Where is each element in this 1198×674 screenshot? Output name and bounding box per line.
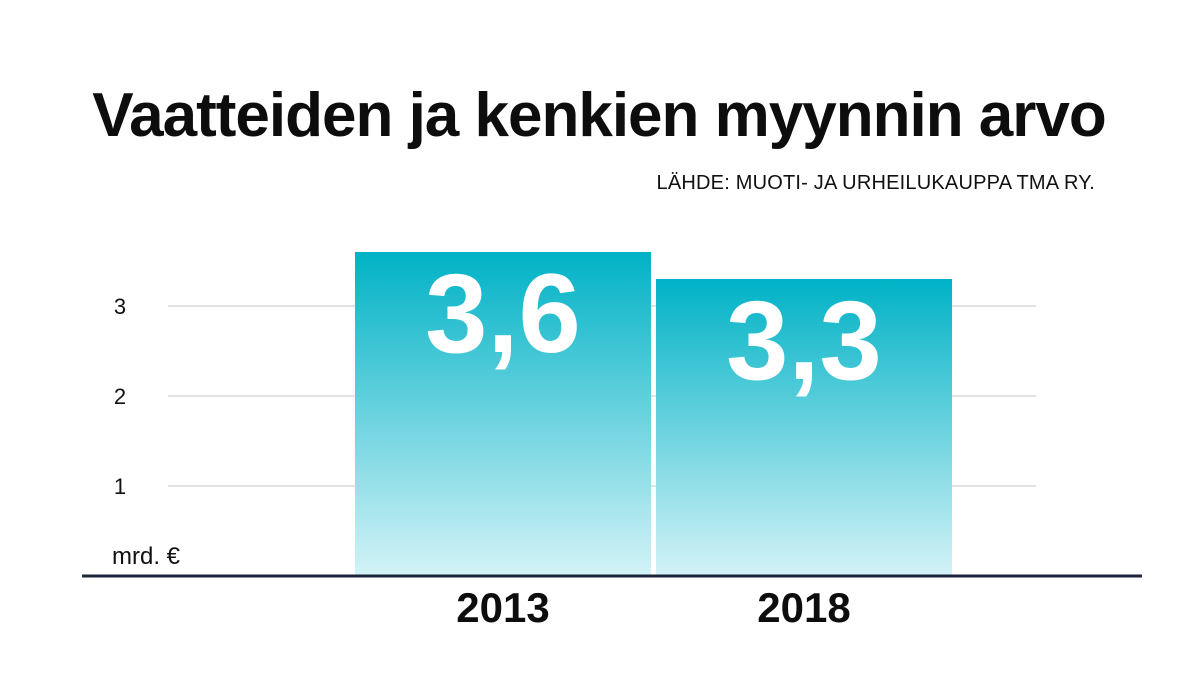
bar-2013 (355, 252, 651, 576)
y-ticks: 1 2 3 (114, 294, 126, 499)
y-tick-label: 2 (114, 384, 126, 409)
y-axis-label: mrd. € (112, 543, 181, 570)
y-tick-label: 3 (114, 294, 126, 319)
bar-value-label: 3,6 (425, 251, 581, 376)
chart-title: Vaatteiden ja kenkien myynnin arvo (92, 81, 1107, 150)
y-tick-label: 1 (114, 474, 126, 499)
x-category-label: 2018 (757, 584, 850, 631)
x-category-label: 2013 (456, 584, 549, 631)
bars: 3,6 2013 3,3 2018 (355, 251, 952, 631)
bar-2018 (656, 279, 952, 576)
chart-source: LÄHDE: MUOTI- JA URHEILUKAUPPA TMA RY. (656, 172, 1095, 194)
bar-value-label: 3,3 (726, 278, 882, 403)
